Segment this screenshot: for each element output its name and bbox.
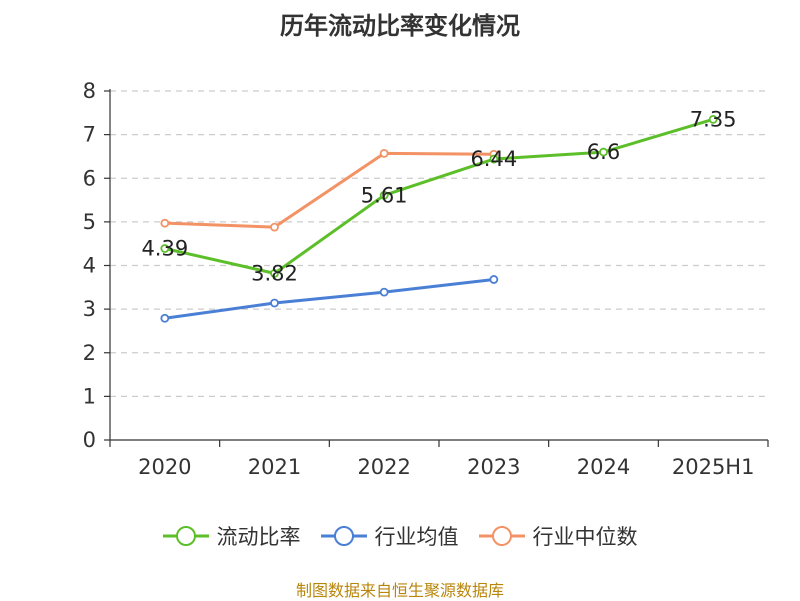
legend-label: 行业均值 [374,525,459,549]
x-tick-label: 2025H1 [672,455,755,479]
data-label: 4.39 [141,236,188,260]
series-line [164,117,714,275]
series-line [164,151,494,229]
data-point [160,218,170,228]
y-tick-label: 4 [83,254,96,278]
chart-title: 历年流动比率变化情况 [280,12,520,40]
grid-lines [110,90,768,397]
x-tick-label: 2021 [248,455,301,479]
y-tick-label: 3 [83,297,96,321]
data-point [270,268,279,278]
y-tick-label: 1 [83,384,96,408]
legend-swatch [478,526,525,546]
data-label: 5.61 [361,183,408,207]
y-tick-label: 7 [83,123,96,147]
x-tick-label: 2020 [138,455,191,479]
y-tick-label: 0 [83,428,96,452]
y-tick-label: 6 [83,166,96,190]
data-point [489,154,499,164]
legend-item[interactable]: 行业中位数 [478,521,638,551]
x-tick-label: 2024 [577,455,630,479]
legend-label: 行业中位数 [532,525,638,549]
data-label: 3.82 [251,261,298,285]
data-point [379,287,389,297]
data-point [379,190,389,200]
y-tick-label: 8 [83,79,96,103]
data-point [708,114,718,124]
series-line [164,277,495,320]
data-labels: 4.39 3.82 5.61 6.44 6.6 7.35 [141,107,736,285]
data-point [270,222,279,232]
chart-legend: 流动比率 行业均值 行业中位数 [0,518,800,554]
data-point [270,298,279,308]
legend-item[interactable]: 流动比率 [162,521,301,551]
y-tick-label: 5 [83,210,96,234]
legend-label: 流动比率 [216,525,301,549]
data-label: 6.44 [470,147,517,171]
data-label: 6.6 [587,140,620,164]
legend-swatch [320,526,367,546]
legend-swatch [162,526,209,546]
data-point [599,147,608,157]
y-tick-label: 2 [83,341,96,365]
legend-item[interactable]: 行业均值 [320,521,459,551]
axes: 0 1 2 3 4 5 6 7 8 2020 2021 2022 2023 2024 2025H1 [83,79,769,479]
series-lines [160,114,718,323]
data-point [160,244,170,253]
data-point [160,313,170,323]
data-point [379,148,389,158]
source-note: 制图数据来自恒生聚源数据库 [295,581,504,600]
data-label: 7.35 [690,107,737,131]
x-tick-label: 2023 [467,455,520,479]
x-tick-label: 2022 [357,455,410,479]
data-point [489,275,499,284]
